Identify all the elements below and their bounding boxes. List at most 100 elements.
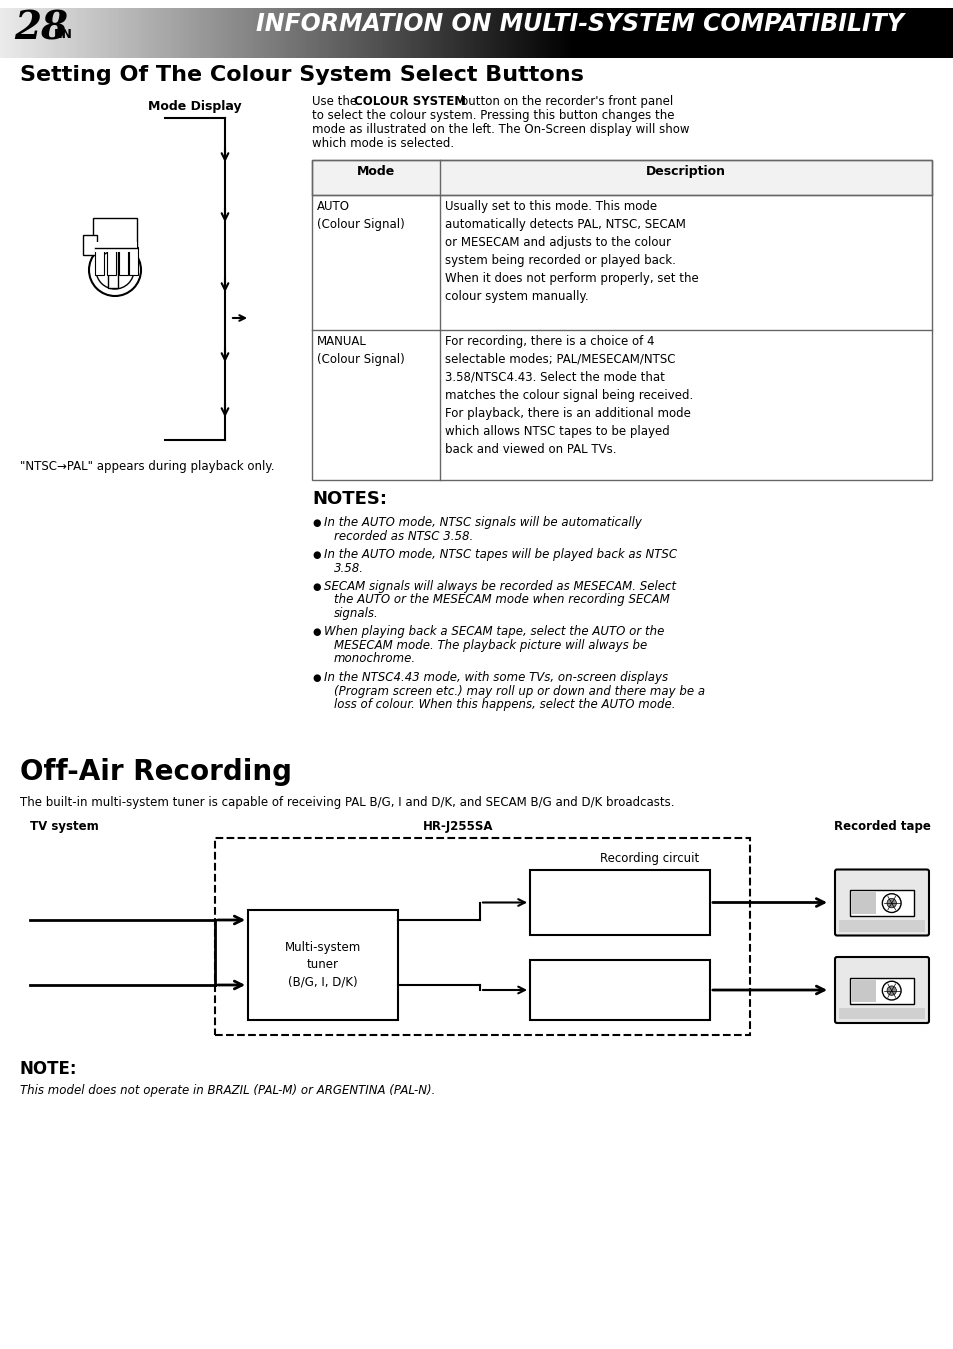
Bar bbox=[324, 8, 327, 58]
Bar bbox=[838, 1008, 924, 1018]
Bar bbox=[512, 8, 515, 58]
Bar bbox=[941, 8, 943, 58]
Bar bbox=[943, 8, 946, 58]
Bar bbox=[391, 8, 394, 58]
Bar bbox=[257, 8, 260, 58]
Bar bbox=[12, 8, 16, 58]
Bar bbox=[407, 8, 410, 58]
Bar bbox=[779, 8, 781, 58]
Bar bbox=[699, 8, 702, 58]
Bar bbox=[641, 8, 645, 58]
Bar bbox=[664, 8, 667, 58]
Bar bbox=[750, 8, 753, 58]
Bar bbox=[813, 8, 817, 58]
Text: NOTE:: NOTE: bbox=[20, 1060, 77, 1078]
Bar bbox=[51, 8, 54, 58]
Bar bbox=[210, 8, 213, 58]
Bar bbox=[289, 8, 293, 58]
Text: the AUTO or the MESECAM mode when recording SECAM: the AUTO or the MESECAM mode when record… bbox=[334, 594, 669, 607]
Bar bbox=[388, 8, 391, 58]
Bar bbox=[150, 8, 152, 58]
Bar bbox=[45, 8, 48, 58]
Bar bbox=[119, 247, 128, 275]
Bar bbox=[238, 8, 241, 58]
Bar bbox=[715, 8, 718, 58]
Bar bbox=[508, 8, 512, 58]
Text: Recorded tape: Recorded tape bbox=[833, 820, 929, 832]
Bar bbox=[276, 8, 279, 58]
Bar bbox=[372, 8, 375, 58]
Bar bbox=[162, 8, 165, 58]
Bar bbox=[734, 8, 737, 58]
Bar bbox=[419, 8, 422, 58]
Bar bbox=[851, 8, 855, 58]
Bar bbox=[136, 8, 140, 58]
Bar bbox=[760, 8, 762, 58]
Bar bbox=[214, 838, 749, 1035]
Bar bbox=[248, 8, 251, 58]
Bar bbox=[410, 8, 413, 58]
Bar bbox=[498, 8, 502, 58]
Bar bbox=[251, 8, 254, 58]
Bar bbox=[677, 8, 679, 58]
Bar bbox=[899, 8, 902, 58]
Circle shape bbox=[886, 898, 896, 908]
Bar bbox=[274, 8, 276, 58]
Bar bbox=[718, 8, 721, 58]
Bar bbox=[626, 8, 629, 58]
Bar bbox=[95, 247, 104, 275]
Bar bbox=[874, 8, 877, 58]
Text: This model does not operate in BRAZIL (PAL-M) or ARGENTINA (PAL-N).: This model does not operate in BRAZIL (P… bbox=[20, 1085, 435, 1097]
Bar bbox=[737, 8, 740, 58]
Bar bbox=[598, 8, 600, 58]
Bar bbox=[152, 8, 155, 58]
Bar bbox=[70, 8, 73, 58]
Text: Description: Description bbox=[645, 165, 725, 178]
Bar bbox=[76, 8, 79, 58]
Bar bbox=[312, 161, 931, 196]
Bar bbox=[765, 8, 769, 58]
Bar bbox=[731, 8, 734, 58]
Bar bbox=[451, 8, 455, 58]
Bar bbox=[174, 8, 178, 58]
Bar bbox=[832, 8, 836, 58]
Bar bbox=[41, 8, 45, 58]
Bar bbox=[610, 8, 613, 58]
Text: EN: EN bbox=[54, 28, 72, 40]
Bar bbox=[781, 8, 784, 58]
Text: loss of colour. When this happens, select the AUTO mode.: loss of colour. When this happens, selec… bbox=[334, 697, 675, 711]
Bar bbox=[537, 8, 540, 58]
Bar bbox=[931, 8, 934, 58]
Bar bbox=[400, 8, 403, 58]
Bar bbox=[788, 8, 791, 58]
Text: COLOUR SYSTEM: COLOUR SYSTEM bbox=[354, 94, 465, 108]
Bar bbox=[10, 8, 12, 58]
Bar bbox=[674, 8, 677, 58]
Bar bbox=[946, 8, 950, 58]
Bar bbox=[889, 8, 893, 58]
Bar bbox=[838, 920, 924, 932]
Bar bbox=[98, 8, 102, 58]
Bar bbox=[169, 8, 172, 58]
Text: In the NTSC4.43 mode, with some TVs, on-screen displays: In the NTSC4.43 mode, with some TVs, on-… bbox=[324, 670, 667, 684]
Bar bbox=[460, 8, 464, 58]
Bar bbox=[922, 8, 924, 58]
Bar bbox=[708, 8, 712, 58]
Bar bbox=[457, 8, 460, 58]
Bar bbox=[327, 8, 331, 58]
Bar bbox=[312, 8, 314, 58]
Bar bbox=[38, 8, 41, 58]
Bar bbox=[305, 8, 308, 58]
Bar bbox=[19, 8, 22, 58]
Text: For recording, there is a choice of 4
selectable modes; PAL/MESECAM/NTSC
3.58/NT: For recording, there is a choice of 4 se… bbox=[444, 335, 693, 456]
Bar bbox=[378, 8, 381, 58]
Bar bbox=[22, 8, 26, 58]
Text: (Program screen etc.) may roll up or down and there may be a: (Program screen etc.) may roll up or dow… bbox=[334, 684, 704, 697]
Bar bbox=[670, 8, 674, 58]
Bar bbox=[203, 8, 207, 58]
Text: Mode: Mode bbox=[356, 165, 395, 178]
Bar bbox=[556, 8, 559, 58]
Bar bbox=[403, 8, 407, 58]
Bar bbox=[861, 8, 864, 58]
Text: MESECAM mode. The playback picture will always be: MESECAM mode. The playback picture will … bbox=[334, 639, 646, 652]
